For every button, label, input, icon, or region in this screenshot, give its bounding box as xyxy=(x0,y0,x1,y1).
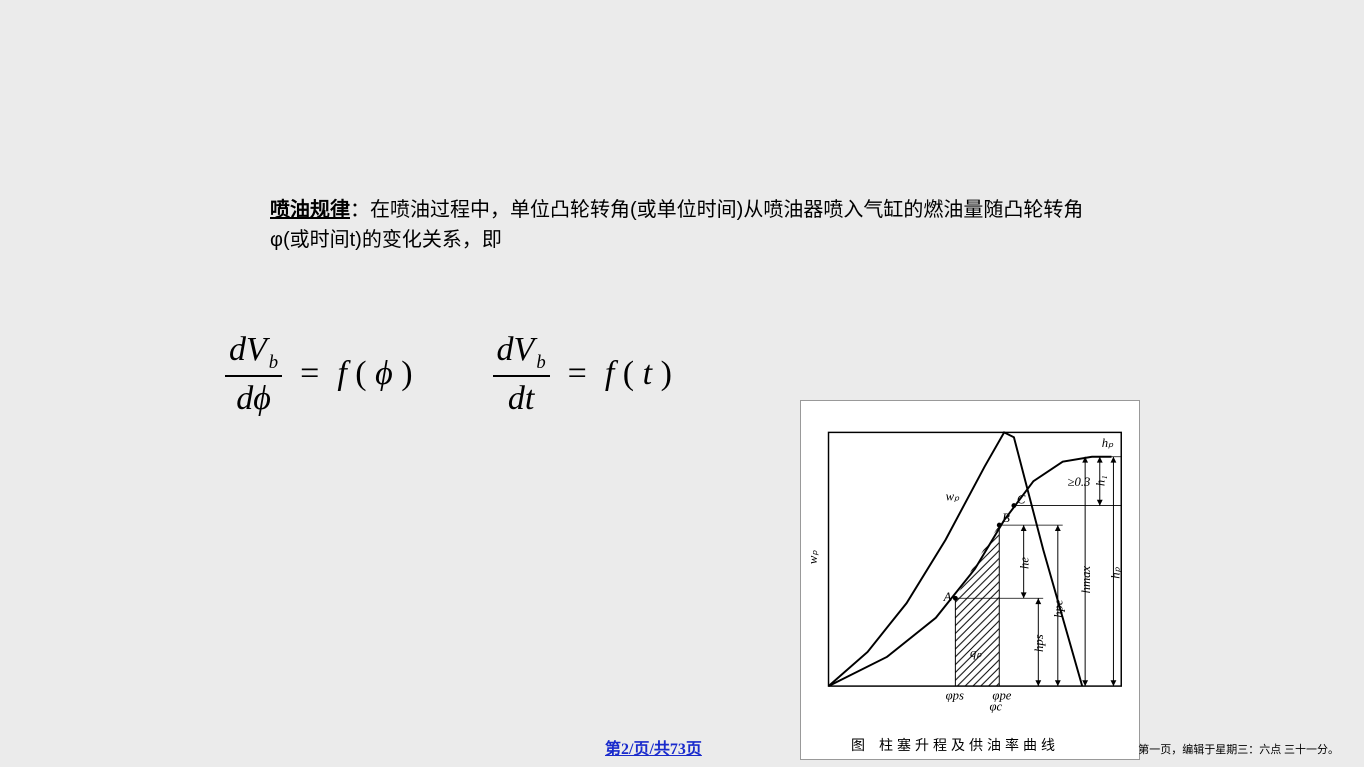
eq1-num-dv: dV xyxy=(229,331,267,368)
svg-text:φpe: φpe xyxy=(992,689,1011,703)
diagram-container: wₚφchₚwₚCBA≥0.3h₁hₚhmaxhehpehpsqₚφpsφpe … xyxy=(800,400,1140,760)
svg-text:h₁: h₁ xyxy=(1094,475,1108,486)
eq2-rhs-close: ) xyxy=(652,355,672,392)
term-label: 喷油规律 xyxy=(270,199,350,221)
description-block: 喷油规律：在喷油过程中，单位凸轮转角(或单位时间)从喷油器喷入气缸的燃油量随凸轮… xyxy=(270,195,1090,255)
equation-1: dVb dϕ = f ( ϕ ) xyxy=(225,330,413,418)
svg-text:hmax: hmax xyxy=(1079,566,1093,594)
svg-text:he: he xyxy=(1018,557,1032,569)
eq1-num-sub: b xyxy=(269,352,278,373)
eq2-bar xyxy=(493,375,550,377)
equations-block: dVb dϕ = f ( ϕ ) dVb dt = f ( t ) xyxy=(225,330,672,418)
eq1-rhs-open: ( xyxy=(347,355,375,392)
eq1-rhs: f ( ϕ ) xyxy=(337,355,412,393)
eq1-rhs-var: ϕ xyxy=(375,355,393,392)
eq1-rhs-f: f xyxy=(337,355,346,392)
eq2-rhs-open: ( xyxy=(614,355,642,392)
eq2-equals: = xyxy=(568,355,587,393)
diagram-caption: 图柱塞升程及供油率曲线 xyxy=(851,735,1059,755)
eq1-rhs-close: ) xyxy=(393,355,413,392)
equation-2: dVb dt = f ( t ) xyxy=(493,330,672,418)
page-indicator: 第2/页/共73页 xyxy=(605,735,702,759)
svg-text:A: A xyxy=(943,590,952,604)
eq2-num-sub: b xyxy=(536,352,545,373)
eq1-den-d: d xyxy=(236,380,253,417)
eq2-rhs-var: t xyxy=(643,355,652,392)
diagram-svg: wₚφchₚwₚCBA≥0.3h₁hₚhmaxhehpehpsqₚφpsφpe xyxy=(809,409,1131,729)
svg-text:wₚ: wₚ xyxy=(946,490,960,504)
eq2-rhs: f ( t ) xyxy=(605,355,672,393)
eq1-bar xyxy=(225,375,282,377)
diagram-caption-text: 柱塞升程及供油率曲线 xyxy=(879,739,1059,754)
svg-text:hₚ: hₚ xyxy=(1102,436,1114,450)
svg-text:wₚ: wₚ xyxy=(809,550,820,564)
footer-note: 第一页，编辑于星期三：六点 三十一分。 xyxy=(1138,741,1339,757)
svg-text:hps: hps xyxy=(1032,634,1046,652)
eq1-fraction: dVb dϕ xyxy=(225,330,282,418)
description-text: ：在喷油过程中，单位凸轮转角(或单位时间)从喷油器喷入气缸的燃油量随凸轮转角φ(… xyxy=(270,199,1083,251)
eq2-den: dt xyxy=(504,379,538,418)
eq1-equals: = xyxy=(300,355,319,393)
diagram-caption-prefix: 图 xyxy=(851,739,865,754)
svg-text:φps: φps xyxy=(946,689,964,703)
eq2-fraction: dVb dt xyxy=(493,330,550,418)
svg-text:C: C xyxy=(1017,493,1026,507)
svg-text:qₚ: qₚ xyxy=(970,646,982,660)
svg-text:≥0.3: ≥0.3 xyxy=(1068,475,1091,489)
svg-text:hpe: hpe xyxy=(1052,599,1066,618)
eq2-num-dv: dV xyxy=(497,331,535,368)
eq2-rhs-f: f xyxy=(605,355,614,392)
svg-text:B: B xyxy=(1002,511,1010,525)
eq1-den-var: ϕ xyxy=(253,380,271,417)
svg-text:hₚ: hₚ xyxy=(1108,566,1122,578)
